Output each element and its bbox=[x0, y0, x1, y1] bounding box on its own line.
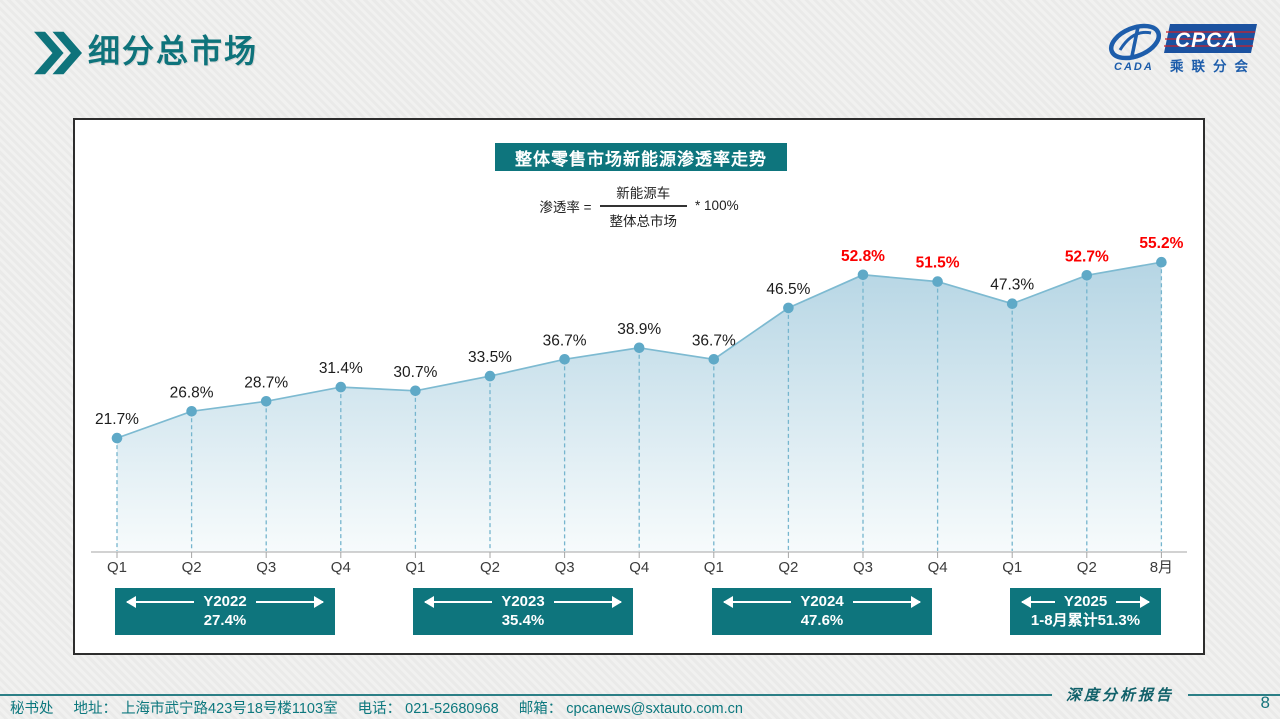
cpca-badge: CPCA 乘联分会 bbox=[1164, 24, 1257, 74]
data-point-marker bbox=[857, 269, 869, 281]
formula-lhs: 渗透率 = bbox=[539, 199, 592, 215]
footer-contact-row: 秘书处 地址： 上海市武宁路423号18号楼1103室 电话： 021-5268… bbox=[10, 697, 743, 718]
value-label: 33.5% bbox=[468, 349, 512, 366]
data-point-marker bbox=[1006, 298, 1018, 309]
cada-emblem-icon: CADA bbox=[1108, 23, 1162, 73]
data-point-marker bbox=[1081, 270, 1093, 281]
phone-value: 021-52680968 bbox=[405, 701, 499, 717]
double-chevron-icon bbox=[34, 31, 82, 75]
value-label: 52.7% bbox=[1065, 248, 1109, 265]
data-point-marker bbox=[260, 396, 272, 407]
data-point-marker bbox=[484, 370, 496, 382]
value-label: 51.5% bbox=[916, 255, 960, 272]
formula-numerator: 新能源车 bbox=[616, 186, 671, 201]
x-axis-label: Q1 bbox=[107, 559, 127, 576]
email-value: cpcanews@sxtauto.com.cn bbox=[566, 701, 743, 717]
x-axis-label: Q1 bbox=[405, 559, 425, 576]
fraction-bar bbox=[599, 205, 688, 207]
value-label: 28.7% bbox=[244, 374, 288, 391]
x-axis-label: Q2 bbox=[182, 559, 202, 576]
penetration-formula: 渗透率 = 新能源车 整体总市场 * 100% bbox=[75, 182, 1203, 230]
x-axis-label: Q3 bbox=[853, 559, 873, 576]
data-point-marker bbox=[708, 354, 720, 365]
page-title: 细分总市场 bbox=[88, 33, 259, 69]
chart-title: 整体零售市场新能源渗透率走势 bbox=[515, 149, 767, 169]
data-point-marker bbox=[559, 354, 570, 365]
data-point-marker bbox=[932, 276, 943, 287]
value-label: 47.3% bbox=[990, 277, 1034, 294]
x-axis-label: 8月 bbox=[1150, 559, 1173, 576]
formula-denominator: 整体总市场 bbox=[609, 213, 678, 229]
x-axis-label: Q3 bbox=[256, 559, 276, 576]
cada-text: CADA bbox=[1114, 61, 1154, 73]
page-number: 8 bbox=[1260, 693, 1270, 712]
formula-fraction: 新能源车 整体总市场 bbox=[599, 182, 688, 230]
value-label: 21.7% bbox=[95, 411, 139, 428]
x-axis-label: Q4 bbox=[331, 559, 351, 576]
chart-card: 21.7% 26.8% 28.7% 31.4% 30.7% 33.5% 36.7% 38.9%… bbox=[73, 118, 1205, 655]
value-label: 36.7% bbox=[692, 332, 736, 349]
cpca-logo: CADA CPCA 乘联分会 bbox=[1108, 23, 1257, 74]
value-label: 26.8% bbox=[170, 384, 214, 401]
data-point-marker bbox=[783, 302, 794, 314]
value-label: 31.4% bbox=[319, 360, 363, 377]
x-axis-label: Q4 bbox=[928, 559, 948, 576]
address-value: 上海市武宁路423号18号楼1103室 bbox=[121, 701, 338, 717]
x-axis-label: Q1 bbox=[1002, 559, 1022, 576]
value-label: 30.7% bbox=[393, 364, 437, 381]
formula-rhs: * 100% bbox=[695, 198, 739, 214]
data-point-marker bbox=[410, 385, 421, 397]
footer-rule-left bbox=[0, 693, 1052, 696]
report-type-label: 深度分析报告 bbox=[1065, 686, 1174, 704]
address-label: 地址： bbox=[73, 701, 118, 717]
data-point-marker bbox=[1156, 256, 1167, 268]
phone-label: 电话： bbox=[357, 701, 402, 717]
value-label: 52.8% bbox=[841, 248, 885, 265]
email-label: 邮箱： bbox=[518, 701, 563, 717]
x-axis-label: Q2 bbox=[778, 559, 798, 576]
x-axis-label: Q2 bbox=[1077, 559, 1097, 576]
secretariat-label: 秘书处 bbox=[10, 701, 54, 717]
value-label: 55.2% bbox=[1139, 235, 1183, 252]
footer-rule-right bbox=[1188, 693, 1280, 696]
footer-rule: 深度分析报告 bbox=[0, 684, 1280, 705]
value-label: 38.9% bbox=[617, 321, 661, 338]
cpca-chinese-text: 乘联分会 bbox=[1169, 58, 1256, 74]
value-label: 46.5% bbox=[766, 281, 810, 298]
data-point-marker bbox=[335, 381, 347, 393]
data-point-marker bbox=[186, 406, 197, 417]
chart-title-box: 整体零售市场新能源渗透率走势 bbox=[495, 143, 787, 171]
data-point-marker bbox=[111, 432, 123, 444]
x-axis-label: Q2 bbox=[480, 559, 500, 576]
value-label: 36.7% bbox=[543, 332, 587, 349]
x-axis-label: Q4 bbox=[629, 559, 649, 576]
cpca-text: CPCA bbox=[1175, 29, 1239, 52]
x-axis-label: Q3 bbox=[555, 559, 575, 576]
data-point-marker bbox=[633, 342, 645, 354]
penetration-trend-chart: 21.7% 26.8% 28.7% 31.4% 30.7% 33.5% 36.7% 38.9%… bbox=[91, 235, 1187, 576]
x-axis-label: Q1 bbox=[704, 559, 724, 576]
